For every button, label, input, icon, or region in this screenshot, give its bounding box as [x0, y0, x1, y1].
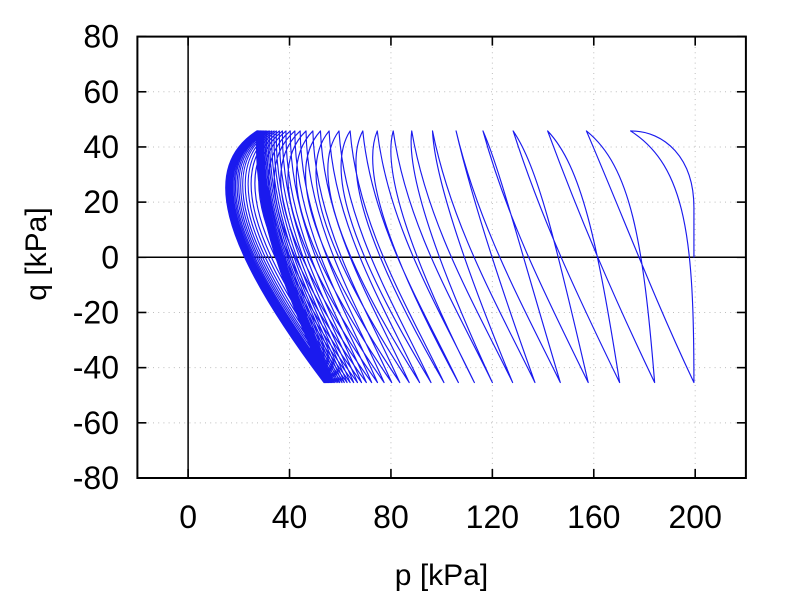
x-tick-label: 0 [179, 499, 197, 535]
x-tick-label: 200 [668, 499, 721, 535]
x-tick-label: 120 [466, 499, 519, 535]
y-tick-label: 20 [83, 184, 119, 220]
y-tick-label: 0 [101, 239, 119, 275]
tick-marks [137, 35, 746, 479]
x-tick-label: 80 [373, 499, 409, 535]
y-axis-title: q [kPa] [20, 207, 53, 301]
y-tick-label: -40 [73, 350, 119, 386]
y-tick-label: -20 [73, 294, 119, 330]
stress-path-series [225, 130, 695, 384]
y-tick-label: 80 [83, 19, 119, 55]
y-tick-label: 40 [83, 129, 119, 165]
x-tick-label: 40 [272, 499, 308, 535]
y-tick-label: 60 [83, 74, 119, 110]
tick-labels: 0 40 80 120 160 200 -80 -60 -40 -20 0 20 40 60 80 [73, 19, 722, 535]
y-tick-label: -80 [73, 460, 119, 496]
zero-axes [137, 36, 746, 478]
x-axis-title: p [kPa] [394, 559, 489, 592]
y-tick-label: -60 [73, 405, 119, 441]
x-tick-label: 160 [567, 499, 620, 535]
